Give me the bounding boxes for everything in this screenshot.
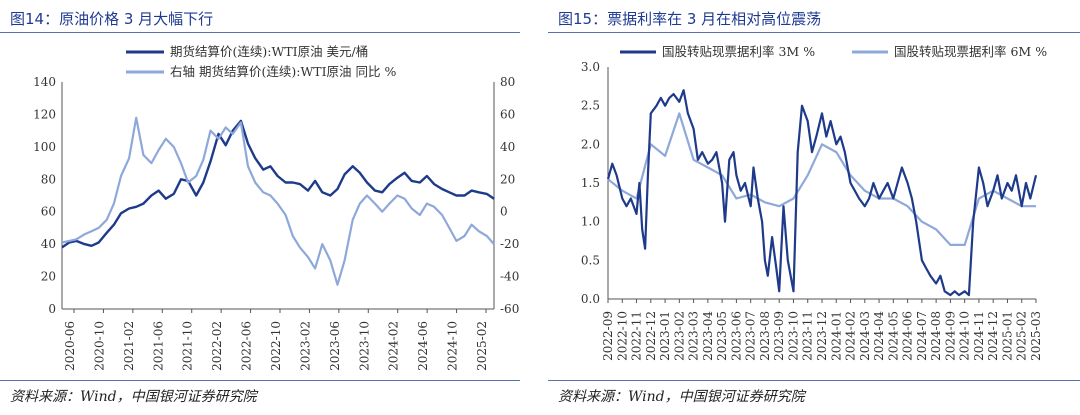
y-right-tick-label: 0 xyxy=(500,205,508,219)
x-tick-label: 2024-02 xyxy=(844,311,858,361)
x-tick-label: 2022-06 xyxy=(240,321,254,371)
x-tick-label: 2023-06 xyxy=(729,311,743,361)
x-tick-label: 2020-06 xyxy=(63,321,77,371)
x-tick-label: 2023-08 xyxy=(758,311,772,361)
legend-label: 国股转贴现票据利率 6M % xyxy=(894,44,1047,59)
x-tick-label: 2024-05 xyxy=(886,311,900,361)
right-source-note: 资料来源：Wind，中国银河证券研究院 xyxy=(558,389,805,405)
left-title-rule xyxy=(0,32,520,33)
x-tick-label: 2023-03 xyxy=(687,311,701,361)
y-left-tick-label: 40 xyxy=(41,237,56,251)
right-figure-title: 图15：票据利率在 3 月在相对高位震荡 xyxy=(558,10,822,28)
x-tick-label: 2024-12 xyxy=(986,311,1000,361)
x-tick-label: 2025-02 xyxy=(1015,311,1029,361)
x-tick-label: 2024-06 xyxy=(901,311,915,361)
x-tick-label: 2023-10 xyxy=(786,311,800,361)
x-tick-label: 2022-09 xyxy=(601,311,615,361)
x-tick-label: 2020-10 xyxy=(92,321,106,371)
x-tick-label: 2023-12 xyxy=(815,311,829,361)
y-tick-label: 1.0 xyxy=(581,215,600,229)
y-left-tick-label: 100 xyxy=(33,140,56,154)
x-tick-label: 2024-03 xyxy=(858,311,872,361)
x-tick-label: 2024-07 xyxy=(915,311,929,361)
y-right-tick-label: -20 xyxy=(500,237,519,251)
x-tick-label: 2024-10 xyxy=(446,321,460,371)
x-tick-label: 2024-02 xyxy=(387,321,401,371)
y-tick-label: 1.5 xyxy=(581,176,600,190)
x-tick-label: 2023-05 xyxy=(715,311,729,361)
x-tick-label: 2022-10 xyxy=(269,321,283,371)
x-tick-label: 2024-04 xyxy=(872,311,886,361)
x-tick-label: 2024-01 xyxy=(829,311,843,361)
x-tick-label: 2023-07 xyxy=(744,311,758,361)
bill-rate-3m-line xyxy=(606,89,1038,297)
legend-label: 期货结算价(连续):WTI原油 美元/桶 xyxy=(170,44,368,59)
right-title-rule xyxy=(548,32,1080,33)
x-tick-label: 2022-10 xyxy=(615,311,629,361)
right-source-rule xyxy=(548,380,1080,381)
x-tick-label: 2024-08 xyxy=(929,311,943,361)
y-tick-label: 2.0 xyxy=(581,137,600,151)
x-tick-label: 2023-04 xyxy=(701,311,715,361)
y-left-tick-label: 0 xyxy=(48,302,56,316)
y-right-tick-label: 80 xyxy=(500,75,515,89)
x-tick-label: 2025-02 xyxy=(475,321,489,371)
x-tick-label: 2023-02 xyxy=(298,321,312,371)
wti-chart: 0 20 40 60 80 100 120 140 -60 -40 -20 0 20 40 60 80 2020… xyxy=(33,44,519,371)
x-tick-label: 2022-02 xyxy=(210,321,224,371)
x-tick-label: 2023-06 xyxy=(328,321,342,371)
y-tick-label: 0.0 xyxy=(581,292,600,306)
y-left-tick-label: 60 xyxy=(41,205,56,219)
x-tick-label: 2021-06 xyxy=(151,321,165,371)
left-chart-panel: 图14：原油价格 3 月大幅下行 0 20 40 60 80 100 120 140 -60 -4… xyxy=(0,0,520,415)
x-tick-label: 2024-11 xyxy=(972,311,986,361)
left-source-note: 资料来源：Wind，中国银河证券研究院 xyxy=(10,389,257,405)
y-left-tick-label: 140 xyxy=(33,75,56,89)
bill-rate-6m-line xyxy=(607,112,1036,246)
wti-price-line xyxy=(61,119,495,249)
y-right-tick-label: 40 xyxy=(500,140,515,154)
y-tick-label: 2.5 xyxy=(581,99,600,113)
x-tick-label: 2023-10 xyxy=(357,321,371,371)
y-left-tick-label: 120 xyxy=(33,107,56,121)
x-tick-label: 2023-02 xyxy=(672,311,686,361)
x-tick-label: 2021-10 xyxy=(181,321,195,371)
x-tick-label: 2024-09 xyxy=(943,311,957,361)
x-tick-label: 2025-01 xyxy=(1000,311,1014,361)
left-figure-title: 图14：原油价格 3 月大幅下行 xyxy=(10,10,214,28)
left-source-rule xyxy=(0,380,520,381)
y-tick-label: 0.5 xyxy=(581,253,600,267)
x-tick-label: 2022-11 xyxy=(630,311,644,361)
wti-yoy-line xyxy=(61,116,495,286)
x-tick-label: 2023-09 xyxy=(772,311,786,361)
x-tick-label: 2023-11 xyxy=(801,311,815,361)
x-tick-label: 2023-01 xyxy=(658,311,672,361)
legend-label: 右轴 期货结算价(连续):WTI原油 同比 % xyxy=(170,64,397,79)
y-left-tick-label: 20 xyxy=(41,270,56,284)
x-tick-label: 2022-12 xyxy=(644,311,658,361)
x-tick-label: 2021-02 xyxy=(122,321,136,371)
y-right-tick-label: -60 xyxy=(500,302,519,316)
y-tick-label: 3.0 xyxy=(581,60,600,74)
legend-label: 国股转贴现票据利率 3M % xyxy=(662,44,815,59)
y-right-tick-label: -40 xyxy=(500,270,519,284)
y-left-tick-label: 80 xyxy=(41,172,56,186)
x-tick-label: 2025-03 xyxy=(1029,311,1043,361)
right-chart-panel: 图15：票据利率在 3 月在相对高位震荡 0.0 0.5 1.0 1.5 2.0 2.5 3… xyxy=(548,0,1080,415)
y-right-tick-label: 60 xyxy=(500,107,515,121)
y-right-tick-label: 20 xyxy=(500,172,515,186)
x-tick-label: 2024-06 xyxy=(416,321,430,371)
x-tick-label: 2024-10 xyxy=(958,311,972,361)
